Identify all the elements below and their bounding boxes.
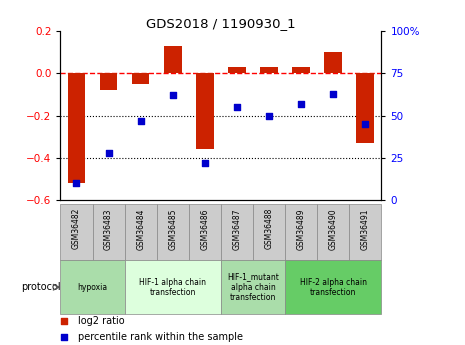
Bar bbox=[325, 52, 342, 73]
Bar bbox=[189, 204, 221, 260]
Bar bbox=[132, 73, 149, 84]
Title: GDS2018 / 1190930_1: GDS2018 / 1190930_1 bbox=[146, 17, 296, 30]
Text: percentile rank within the sample: percentile rank within the sample bbox=[78, 333, 243, 342]
Bar bbox=[100, 73, 117, 90]
Point bbox=[60, 318, 67, 324]
Point bbox=[169, 92, 176, 98]
Text: GSM36491: GSM36491 bbox=[361, 208, 370, 249]
Text: GSM36485: GSM36485 bbox=[168, 208, 177, 249]
Point bbox=[265, 113, 272, 118]
Text: GSM36484: GSM36484 bbox=[136, 208, 145, 249]
Bar bbox=[68, 73, 85, 183]
Bar bbox=[125, 260, 221, 314]
Bar bbox=[221, 260, 285, 314]
Text: hypoxia: hypoxia bbox=[78, 283, 107, 292]
Bar bbox=[60, 204, 93, 260]
Text: GSM36487: GSM36487 bbox=[232, 208, 241, 249]
Bar bbox=[349, 204, 381, 260]
Bar bbox=[260, 67, 278, 73]
Point bbox=[297, 101, 305, 107]
Text: GSM36486: GSM36486 bbox=[200, 208, 209, 249]
Text: GSM36489: GSM36489 bbox=[297, 208, 306, 249]
Point bbox=[329, 91, 337, 96]
Bar bbox=[253, 204, 285, 260]
Bar bbox=[357, 73, 374, 143]
Text: protocol: protocol bbox=[21, 282, 60, 292]
Text: GSM36490: GSM36490 bbox=[329, 208, 338, 250]
Text: GSM36488: GSM36488 bbox=[265, 208, 273, 249]
Bar bbox=[60, 260, 125, 314]
Bar bbox=[285, 260, 381, 314]
Point bbox=[233, 104, 241, 110]
Bar bbox=[93, 204, 125, 260]
Bar bbox=[285, 204, 317, 260]
Text: GSM36482: GSM36482 bbox=[72, 208, 81, 249]
Text: log2 ratio: log2 ratio bbox=[78, 316, 125, 326]
Bar bbox=[157, 204, 189, 260]
Point bbox=[60, 335, 67, 340]
Bar bbox=[125, 204, 157, 260]
Text: HIF-2 alpha chain
transfection: HIF-2 alpha chain transfection bbox=[299, 277, 367, 297]
Text: GSM36483: GSM36483 bbox=[104, 208, 113, 249]
Bar bbox=[228, 67, 246, 73]
Bar bbox=[292, 67, 310, 73]
Point bbox=[73, 180, 80, 186]
Bar bbox=[221, 204, 253, 260]
Bar bbox=[317, 204, 349, 260]
Bar bbox=[164, 46, 181, 73]
Text: HIF-1_mutant
alpha chain
transfection: HIF-1_mutant alpha chain transfection bbox=[227, 272, 279, 302]
Text: HIF-1 alpha chain
transfection: HIF-1 alpha chain transfection bbox=[139, 277, 206, 297]
Point bbox=[105, 150, 113, 156]
Bar bbox=[196, 73, 213, 149]
Point bbox=[201, 160, 208, 166]
Point bbox=[361, 121, 369, 127]
Point bbox=[137, 118, 144, 124]
